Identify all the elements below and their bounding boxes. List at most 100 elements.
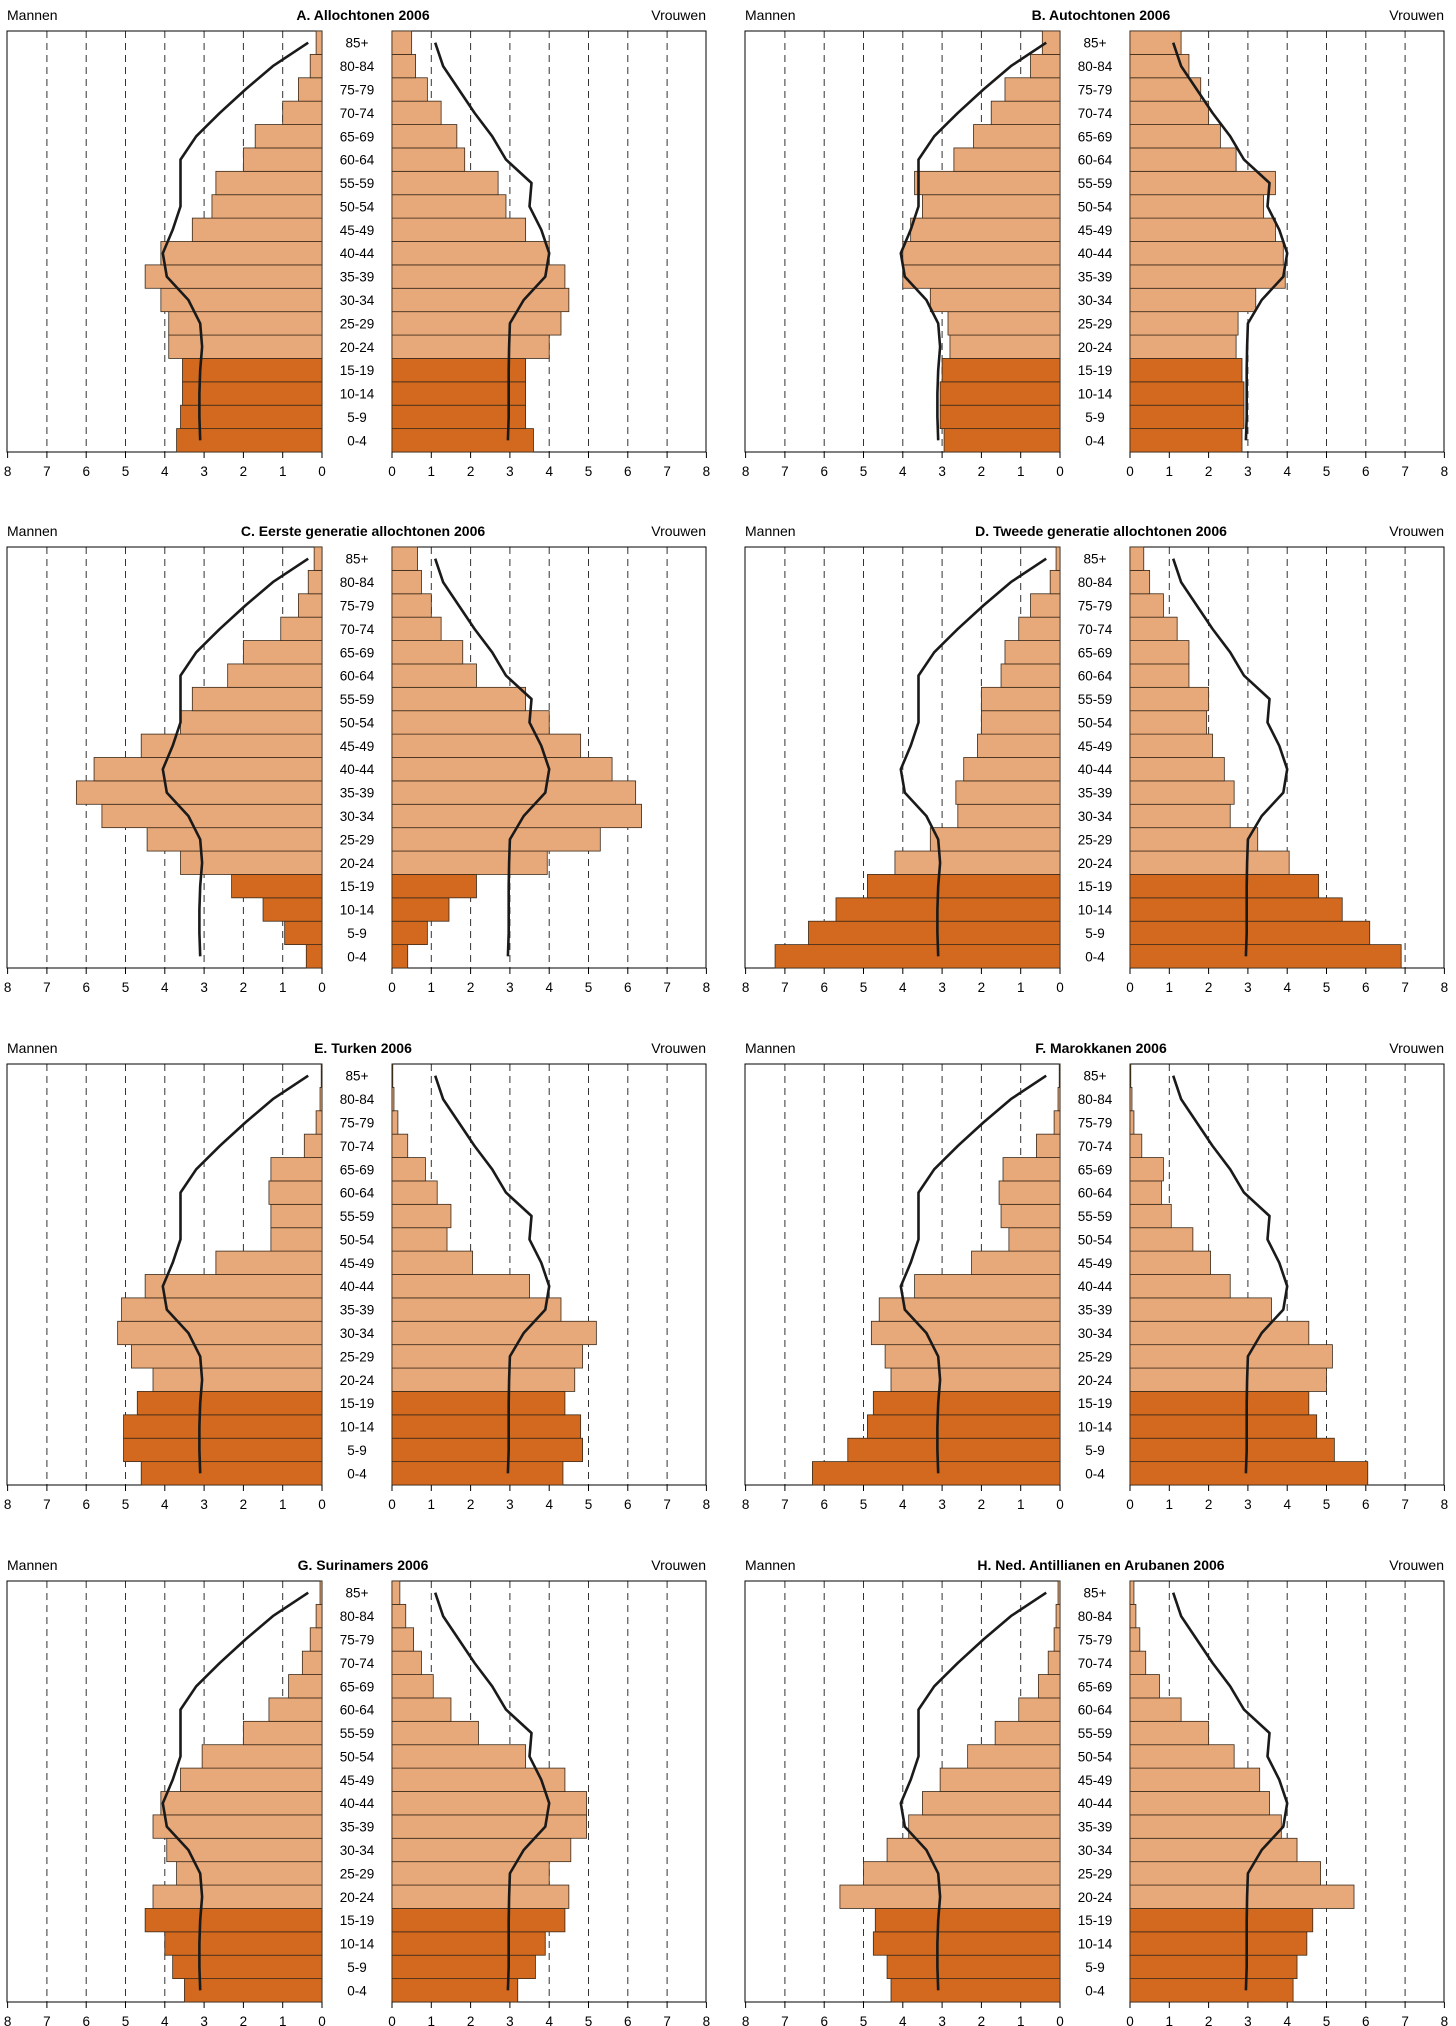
age-label: 35-39 bbox=[1078, 786, 1113, 801]
age-label: 20-24 bbox=[1078, 340, 1113, 355]
bar-women-25-29 bbox=[1129, 827, 1259, 852]
x-tick-women: 1 bbox=[1166, 1497, 1174, 1512]
x-tick-women: 1 bbox=[1166, 464, 1174, 479]
age-label: 65-69 bbox=[1078, 645, 1113, 660]
x-tick-women: 3 bbox=[506, 2014, 514, 2026]
x-tick-men: 3 bbox=[938, 464, 946, 479]
bar-men-85+ bbox=[1058, 1063, 1061, 1088]
bar-women-0-4 bbox=[1129, 1461, 1369, 1486]
bar-women-50-54 bbox=[1129, 1744, 1235, 1769]
bar-women-80-84 bbox=[391, 1086, 395, 1112]
bar-men-75-79 bbox=[298, 593, 323, 618]
x-tick-women: 8 bbox=[703, 1497, 711, 1512]
bar-men-80-84 bbox=[307, 569, 323, 595]
bar-men-35-39 bbox=[908, 1814, 1061, 1839]
age-label: 75-79 bbox=[340, 1115, 375, 1130]
age-label: 35-39 bbox=[1078, 270, 1113, 285]
x-tick-women: 4 bbox=[545, 980, 553, 995]
bar-women-65-69 bbox=[391, 1674, 434, 1699]
bar-men-5-9 bbox=[284, 920, 323, 946]
bar-women-15-19 bbox=[391, 358, 527, 383]
pyramid-panel: Mannen Vrouwen H. Ned. Antillianen en Arub… bbox=[742, 1557, 1448, 2026]
bar-women-35-39 bbox=[391, 1814, 587, 1839]
bar-men-55-59 bbox=[914, 170, 1061, 196]
x-tick-women: 3 bbox=[1244, 464, 1252, 479]
x-tick-women: 4 bbox=[1283, 2014, 1291, 2026]
bar-men-25-29 bbox=[884, 1344, 1061, 1369]
age-label: 30-34 bbox=[1078, 293, 1113, 308]
age-label: 40-44 bbox=[340, 762, 375, 777]
bar-men-0-4 bbox=[943, 428, 1061, 453]
age-label: 5-9 bbox=[1085, 1443, 1105, 1458]
label-mannen: Mannen bbox=[7, 523, 58, 539]
label-vrouwen: Vrouwen bbox=[1389, 1557, 1444, 1573]
x-tick-women: 3 bbox=[506, 464, 514, 479]
x-tick-men: 5 bbox=[122, 1497, 130, 1512]
bar-women-35-39 bbox=[391, 1297, 562, 1322]
bar-men-85+ bbox=[1055, 546, 1061, 571]
bar-women-25-29 bbox=[391, 827, 601, 852]
x-tick-men: 4 bbox=[161, 980, 169, 995]
x-tick-men: 2 bbox=[240, 2014, 248, 2026]
bar-women-60-64 bbox=[391, 1697, 452, 1722]
age-label: 25-29 bbox=[1078, 1349, 1113, 1364]
x-tick-women: 6 bbox=[624, 2014, 632, 2026]
bar-women-10-14 bbox=[391, 1931, 546, 1956]
bar-women-55-59 bbox=[1129, 1720, 1209, 1746]
bar-women-55-59 bbox=[1129, 170, 1276, 196]
age-label: 45-49 bbox=[340, 739, 375, 754]
x-tick-men: 0 bbox=[318, 464, 326, 479]
bar-women-80-84 bbox=[1129, 1086, 1133, 1112]
bar-men-35-39 bbox=[144, 264, 323, 289]
reference-line-women bbox=[1171, 42, 1289, 441]
age-label: 70-74 bbox=[1078, 1656, 1113, 1671]
bar-men-5-9 bbox=[939, 404, 1061, 430]
x-tick-women: 0 bbox=[388, 1497, 396, 1512]
x-tick-women: 2 bbox=[1205, 2014, 1213, 2026]
label-vrouwen: Vrouwen bbox=[1389, 1040, 1444, 1056]
bar-women-50-54 bbox=[391, 1744, 527, 1769]
bar-men-65-69 bbox=[270, 1157, 323, 1182]
pyramid-panel: Mannen Vrouwen G. Surinamers 2006 0-4 5-9 10-… bbox=[4, 1557, 710, 2026]
age-label: 0-4 bbox=[1085, 433, 1105, 448]
age-label: 10-14 bbox=[1078, 903, 1113, 918]
x-tick-women: 7 bbox=[1401, 980, 1409, 995]
bar-women-80-84 bbox=[1129, 1603, 1137, 1629]
x-tick-women: 5 bbox=[1323, 464, 1331, 479]
age-label: 0-4 bbox=[1085, 949, 1105, 964]
bar-men-0-4 bbox=[812, 1461, 1061, 1486]
pyramid-panel: Mannen Vrouwen C. Eerste generatie allocht… bbox=[4, 523, 710, 995]
age-label: 85+ bbox=[1084, 552, 1107, 567]
x-tick-men: 6 bbox=[82, 1497, 90, 1512]
bar-women-70-74 bbox=[391, 1133, 409, 1158]
age-label: 70-74 bbox=[340, 1139, 375, 1154]
bar-men-30-34 bbox=[117, 1320, 323, 1346]
bar-men-50-54 bbox=[270, 1227, 323, 1252]
panel-title: F. Marokkanen 2006 bbox=[1035, 1040, 1167, 1056]
x-tick-men: 2 bbox=[978, 2014, 986, 2026]
x-tick-women: 8 bbox=[1441, 980, 1449, 995]
bar-women-45-49 bbox=[1129, 1767, 1261, 1792]
bar-men-75-79 bbox=[1053, 1627, 1061, 1652]
age-label: 65-69 bbox=[340, 1162, 375, 1177]
bar-women-85+ bbox=[1129, 546, 1145, 571]
x-tick-men: 1 bbox=[279, 464, 287, 479]
age-label: 40-44 bbox=[340, 246, 375, 261]
x-tick-women: 8 bbox=[1441, 1497, 1449, 1512]
age-label: 5-9 bbox=[1085, 1960, 1105, 1975]
bar-men-50-54 bbox=[1008, 1227, 1061, 1252]
reference-line-men bbox=[899, 1591, 1047, 1991]
bar-women-75-79 bbox=[1129, 593, 1164, 618]
bar-men-55-59 bbox=[994, 1720, 1061, 1746]
reference-line-men bbox=[899, 557, 1047, 957]
x-tick-men: 4 bbox=[899, 464, 907, 479]
bar-men-60-64 bbox=[227, 663, 323, 688]
bar-men-20-24 bbox=[168, 334, 323, 359]
x-tick-women: 0 bbox=[1126, 1497, 1134, 1512]
x-tick-women: 8 bbox=[703, 464, 711, 479]
bar-men-60-64 bbox=[1000, 663, 1061, 688]
age-label: 25-29 bbox=[340, 832, 375, 847]
reference-line-men bbox=[161, 557, 309, 957]
age-label: 15-19 bbox=[1078, 363, 1113, 378]
